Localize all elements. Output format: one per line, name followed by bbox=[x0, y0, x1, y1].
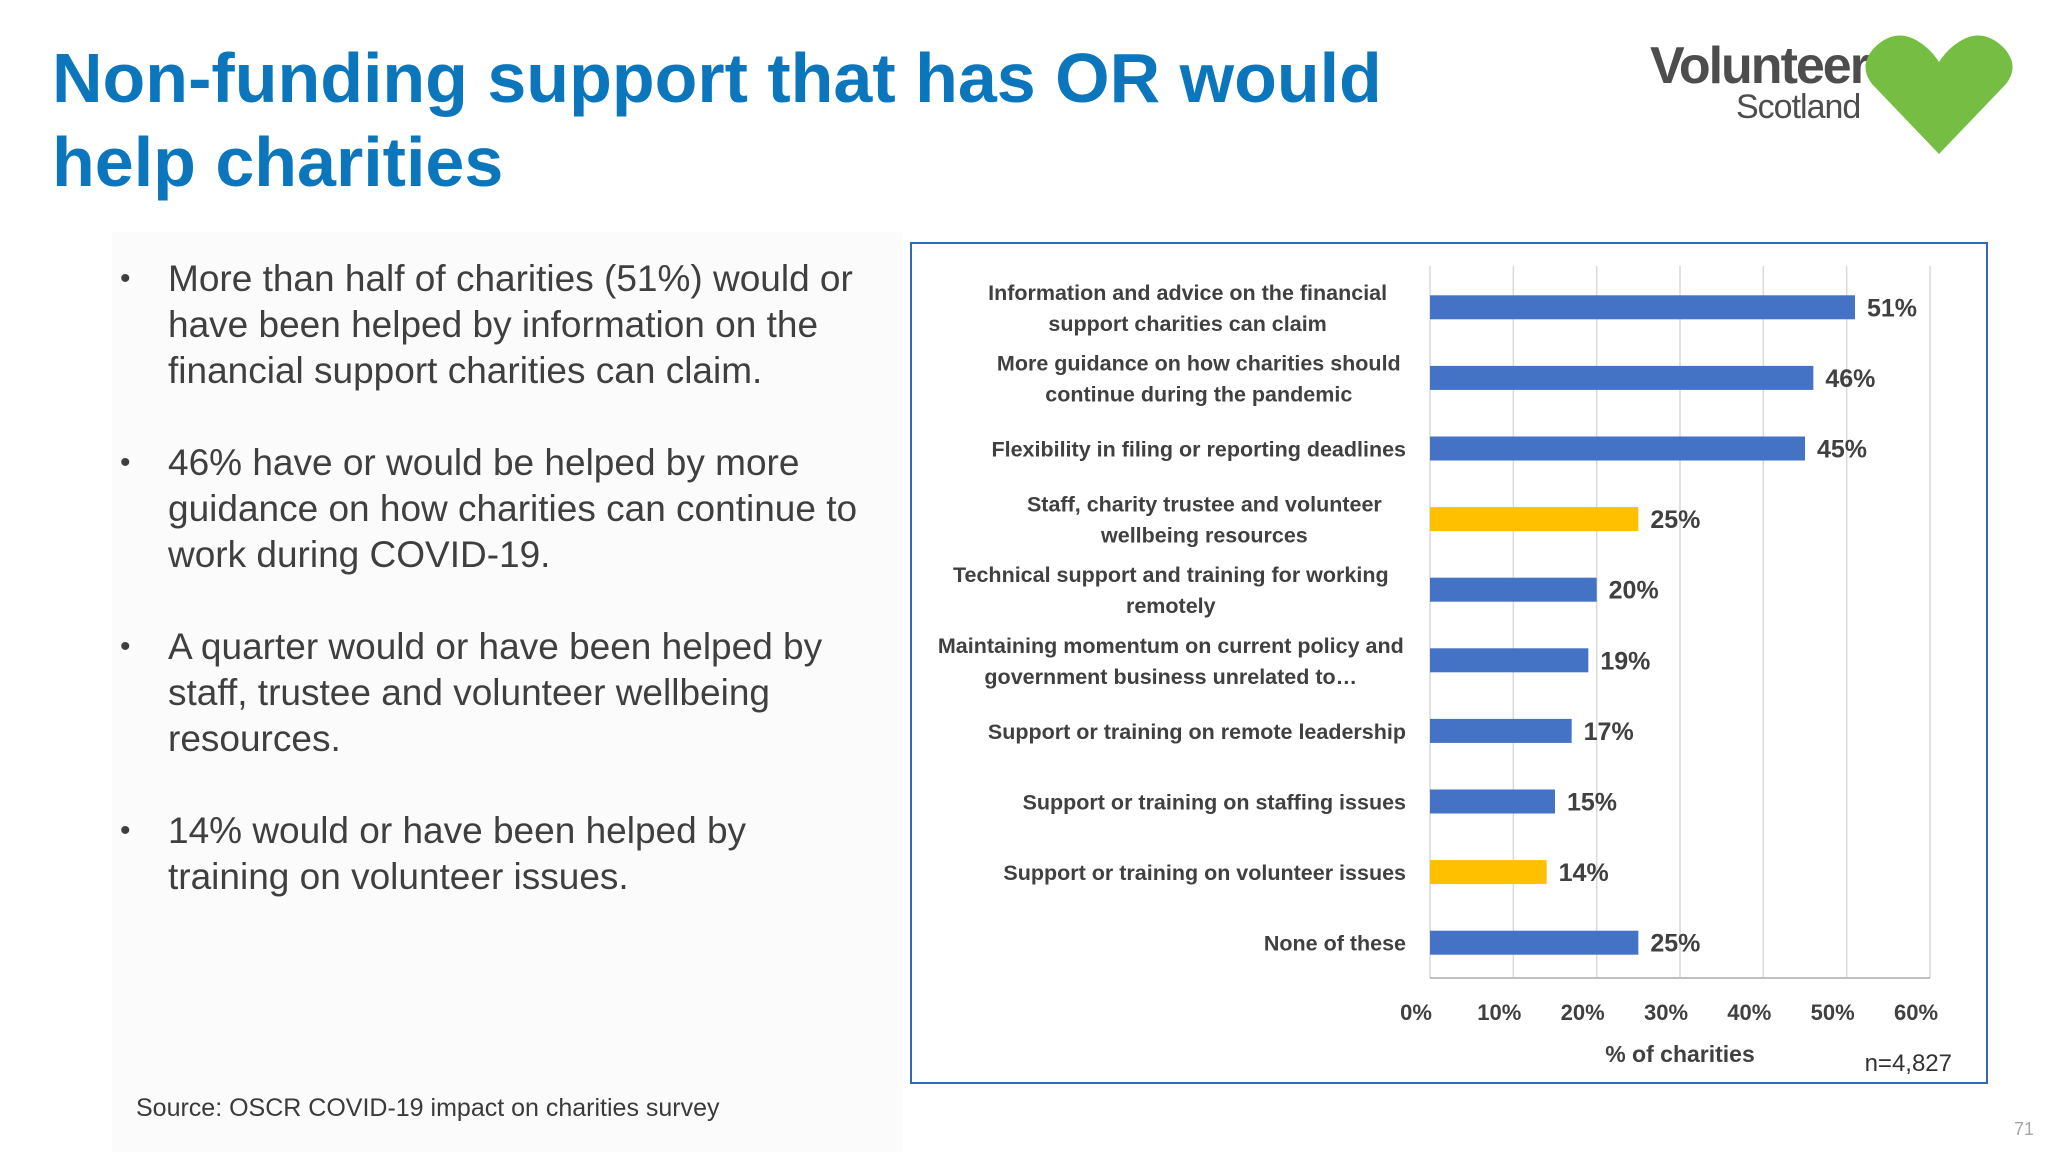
category-label: Support or training on remote leadership bbox=[988, 720, 1406, 744]
bullet-text: A quarter would or have been helped by s… bbox=[168, 626, 822, 759]
data-label: 45% bbox=[1817, 436, 1867, 464]
x-tick-label: 10% bbox=[1477, 1000, 1521, 1025]
data-label: 19% bbox=[1600, 647, 1650, 675]
logo-subword: Scotland bbox=[1736, 88, 1860, 127]
category-label: Flexibility in filing or reporting deadl… bbox=[991, 438, 1406, 462]
bullet-icon: • bbox=[120, 256, 131, 302]
x-tick-label: 30% bbox=[1644, 1000, 1688, 1025]
x-tick-label: 40% bbox=[1727, 1000, 1771, 1025]
bar bbox=[1430, 931, 1638, 955]
bar bbox=[1430, 366, 1813, 390]
summary-panel: • More than half of charities (51%) woul… bbox=[112, 232, 902, 1152]
bar bbox=[1430, 507, 1638, 531]
data-label: 17% bbox=[1584, 718, 1634, 746]
category-label: Maintaining momentum on current policy a… bbox=[938, 634, 1404, 689]
data-label: 46% bbox=[1825, 365, 1875, 393]
data-label: 51% bbox=[1867, 294, 1917, 322]
source-note: Source: OSCR COVID-19 impact on charitie… bbox=[136, 1094, 720, 1123]
logo-word: Volunteer bbox=[1650, 36, 1868, 96]
category-label: Information and advice on the financial s… bbox=[988, 281, 1387, 336]
x-tick-label: 50% bbox=[1811, 1000, 1855, 1025]
category-label: Staff, charity trustee and volunteer well… bbox=[1027, 493, 1382, 548]
category-label: None of these bbox=[1264, 932, 1406, 956]
category-label: Support or training on volunteer issues bbox=[1003, 861, 1406, 885]
data-label: 25% bbox=[1650, 506, 1700, 534]
volunteer-scotland-logo: Volunteer Scotland bbox=[1640, 26, 2030, 166]
page-number: 71 bbox=[2014, 1119, 2034, 1140]
bullet-item: • 46% have or would be helped by more gu… bbox=[112, 440, 868, 578]
data-label: 20% bbox=[1609, 577, 1659, 605]
bullet-item: • 14% would or have been helped by train… bbox=[112, 808, 868, 900]
bullet-icon: • bbox=[120, 440, 131, 486]
sample-size-note: n=4,827 bbox=[1865, 1050, 1952, 1078]
bullet-text: More than half of charities (51%) would … bbox=[168, 258, 853, 391]
x-tick-label: 20% bbox=[1561, 1000, 1605, 1025]
x-tick-label: 60% bbox=[1894, 1000, 1938, 1025]
bar bbox=[1430, 790, 1555, 814]
category-label: Technical support and training for worki… bbox=[953, 563, 1389, 618]
bar bbox=[1430, 860, 1547, 884]
bar bbox=[1430, 295, 1855, 319]
bullet-text: 46% have or would be helped by more guid… bbox=[168, 442, 857, 575]
data-label: 25% bbox=[1650, 930, 1700, 958]
slide-title: Non-funding support that has OR would he… bbox=[52, 36, 1452, 204]
data-label: 14% bbox=[1559, 859, 1609, 887]
data-label: 15% bbox=[1567, 789, 1617, 817]
heart-icon bbox=[1864, 26, 2014, 158]
bullet-text: 14% would or have been helped by trainin… bbox=[168, 810, 746, 897]
x-axis-title: % of charities bbox=[1605, 1041, 1755, 1067]
bar-chart-frame: 51% Information and advice on the financi… bbox=[910, 242, 1988, 1084]
bar bbox=[1430, 648, 1588, 672]
bullet-item: • A quarter would or have been helped by… bbox=[112, 624, 868, 762]
bar bbox=[1430, 437, 1805, 461]
category-label: Support or training on staffing issues bbox=[1023, 791, 1406, 815]
bar bbox=[1430, 578, 1597, 602]
bullet-icon: • bbox=[120, 624, 131, 670]
bar bbox=[1430, 719, 1572, 743]
category-label: More guidance on how charities should con… bbox=[997, 351, 1401, 406]
bullet-list: • More than half of charities (51%) woul… bbox=[112, 256, 868, 946]
x-tick-label: 0% bbox=[1400, 1000, 1432, 1025]
bullet-item: • More than half of charities (51%) woul… bbox=[112, 256, 868, 394]
bar-chart: 51% Information and advice on the financi… bbox=[912, 244, 1986, 1082]
bullet-icon: • bbox=[120, 808, 131, 854]
